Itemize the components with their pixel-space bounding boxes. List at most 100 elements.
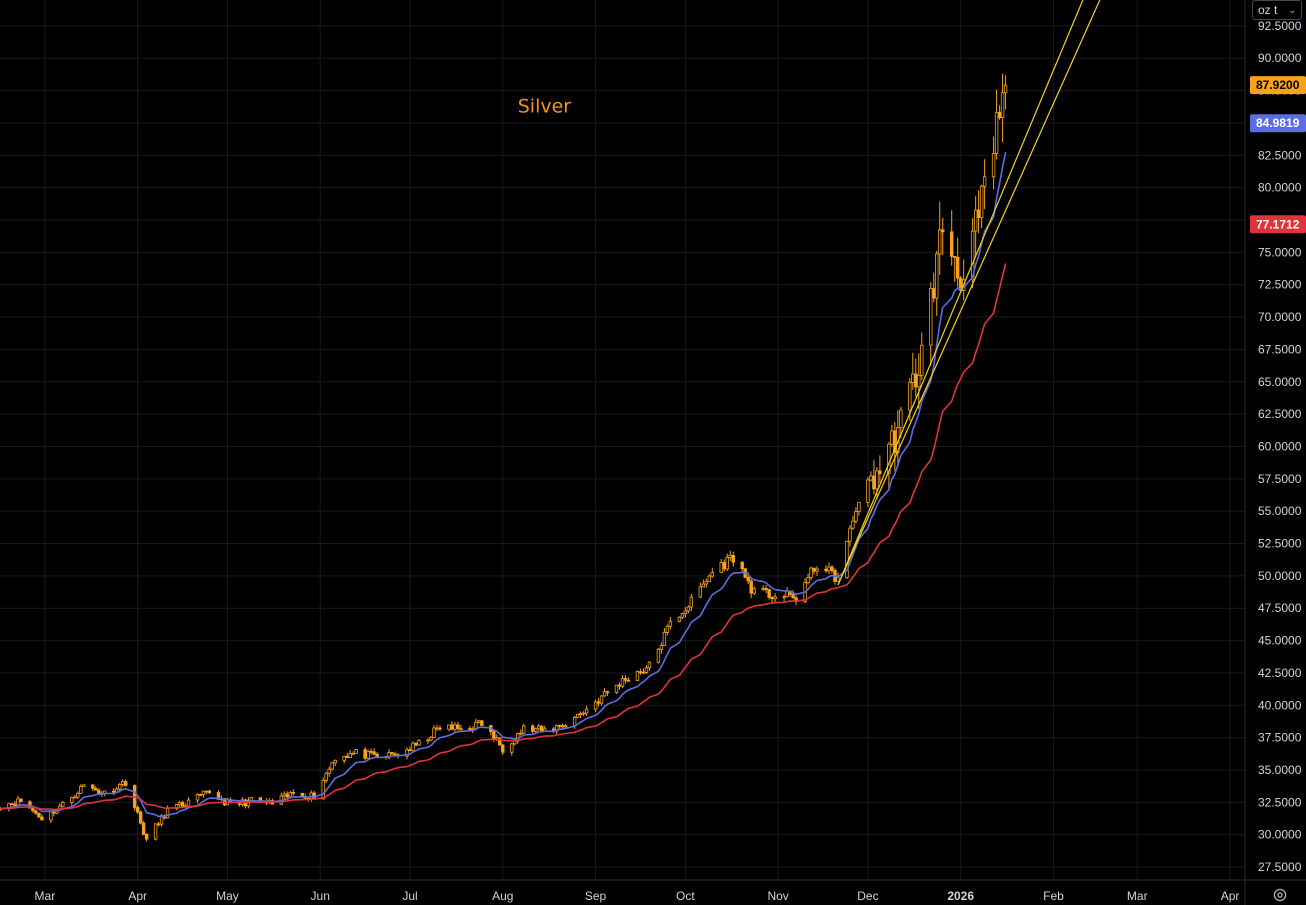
candle-body[interactable] [836, 577, 840, 582]
candle-body[interactable] [537, 725, 541, 730]
candle-body[interactable] [668, 620, 673, 627]
candle-body[interactable] [468, 728, 472, 730]
candle-body[interactable] [324, 772, 328, 781]
candle-body[interactable] [94, 788, 98, 791]
candle-body[interactable] [201, 790, 206, 796]
candle-body[interactable] [76, 792, 80, 798]
candle-body[interactable] [683, 610, 688, 614]
candle-body[interactable] [970, 230, 975, 281]
candle-body[interactable] [414, 742, 418, 746]
candle-body[interactable] [890, 430, 894, 445]
candle-body[interactable] [282, 793, 287, 797]
candle-body[interactable] [809, 567, 813, 578]
candle-body[interactable] [1000, 92, 1005, 118]
candle-body[interactable] [950, 231, 954, 257]
candle-body[interactable] [982, 176, 987, 187]
candle-body[interactable] [830, 566, 834, 571]
candle-body[interactable] [605, 691, 610, 694]
candle-body[interactable] [623, 678, 628, 681]
candle-body[interactable] [749, 580, 753, 594]
trendline-1[interactable] [837, 0, 1245, 586]
candle-body[interactable] [135, 807, 140, 813]
candle-body[interactable] [345, 756, 349, 758]
trendline-0[interactable] [837, 0, 1245, 586]
candle-body[interactable] [875, 470, 879, 490]
candle-body[interactable] [976, 209, 981, 218]
candle-body[interactable] [180, 801, 185, 807]
candle-body[interactable] [438, 727, 442, 730]
moving-average-slow-line[interactable] [0, 263, 1007, 811]
candle-body[interactable] [369, 750, 373, 753]
candle-body[interactable] [851, 520, 855, 529]
candle-body[interactable] [824, 568, 828, 572]
candle-body[interactable] [638, 671, 643, 674]
candle-body[interactable] [731, 554, 735, 563]
candle-body[interactable] [932, 288, 936, 299]
candle-body[interactable] [285, 793, 290, 798]
candle-body[interactable] [82, 784, 86, 787]
candle-body[interactable] [291, 791, 295, 794]
candle-body[interactable] [806, 577, 810, 584]
candle-body[interactable] [614, 684, 619, 693]
candle-body[interactable] [204, 790, 209, 793]
candle-body[interactable] [79, 786, 83, 794]
candle-body[interactable] [955, 257, 960, 279]
candle-body[interactable] [952, 256, 957, 258]
candle-body[interactable] [848, 527, 852, 542]
candle-body[interactable] [722, 562, 726, 570]
candle-body[interactable] [941, 229, 945, 233]
candle-body[interactable] [857, 501, 861, 512]
candle-body[interactable] [141, 822, 146, 835]
settings-button[interactable] [1270, 885, 1290, 905]
candle-body[interactable] [498, 737, 502, 746]
candle-body[interactable] [764, 588, 768, 591]
candle-body[interactable] [710, 572, 714, 577]
candle-body[interactable] [854, 511, 858, 522]
candle-body[interactable] [872, 475, 876, 490]
candle-body[interactable] [935, 253, 939, 299]
candle-body[interactable] [405, 749, 409, 757]
candle-body[interactable] [456, 724, 460, 729]
candle-body[interactable] [198, 794, 203, 796]
candle-body[interactable] [186, 799, 191, 807]
candle-body[interactable] [330, 762, 334, 770]
candle-body[interactable] [665, 625, 670, 633]
candle-body[interactable] [118, 783, 122, 790]
candle-body[interactable] [920, 344, 924, 376]
candle-body[interactable] [878, 470, 882, 475]
candle-body[interactable] [599, 695, 604, 704]
candle-body[interactable] [677, 616, 682, 622]
candle-body[interactable] [40, 816, 44, 821]
candle-body[interactable] [411, 742, 415, 752]
candle-body[interactable] [869, 475, 873, 481]
candle-body[interactable] [321, 780, 325, 800]
candle-body[interactable] [581, 712, 586, 715]
candle-body[interactable] [453, 724, 457, 730]
candle-body[interactable] [773, 596, 777, 600]
candle-body[interactable] [761, 588, 765, 590]
candle-body[interactable] [557, 724, 562, 727]
candle-body[interactable] [728, 554, 732, 558]
candle-body[interactable] [534, 728, 538, 732]
candle-body[interactable] [602, 691, 607, 697]
candle-body[interactable] [626, 679, 631, 682]
candle-body[interactable] [432, 727, 436, 738]
candle-body[interactable] [593, 701, 598, 710]
candle-body[interactable] [177, 801, 182, 805]
candle-body[interactable] [531, 725, 535, 732]
candle-body[interactable] [144, 834, 149, 840]
candle-body[interactable] [1003, 84, 1008, 94]
candle-body[interactable] [911, 373, 915, 383]
candle-body[interactable] [740, 561, 744, 570]
candle-body[interactable] [156, 823, 161, 826]
candle-body[interactable] [938, 229, 942, 255]
candle-body[interactable] [121, 781, 125, 785]
candle-body[interactable] [584, 708, 589, 714]
candle-body[interactable] [973, 209, 978, 232]
candle-body[interactable] [929, 288, 933, 346]
candle-body[interactable] [417, 740, 421, 746]
candle-body[interactable] [366, 750, 370, 759]
candle-body[interactable] [153, 823, 158, 840]
candle-body[interactable] [138, 811, 143, 824]
